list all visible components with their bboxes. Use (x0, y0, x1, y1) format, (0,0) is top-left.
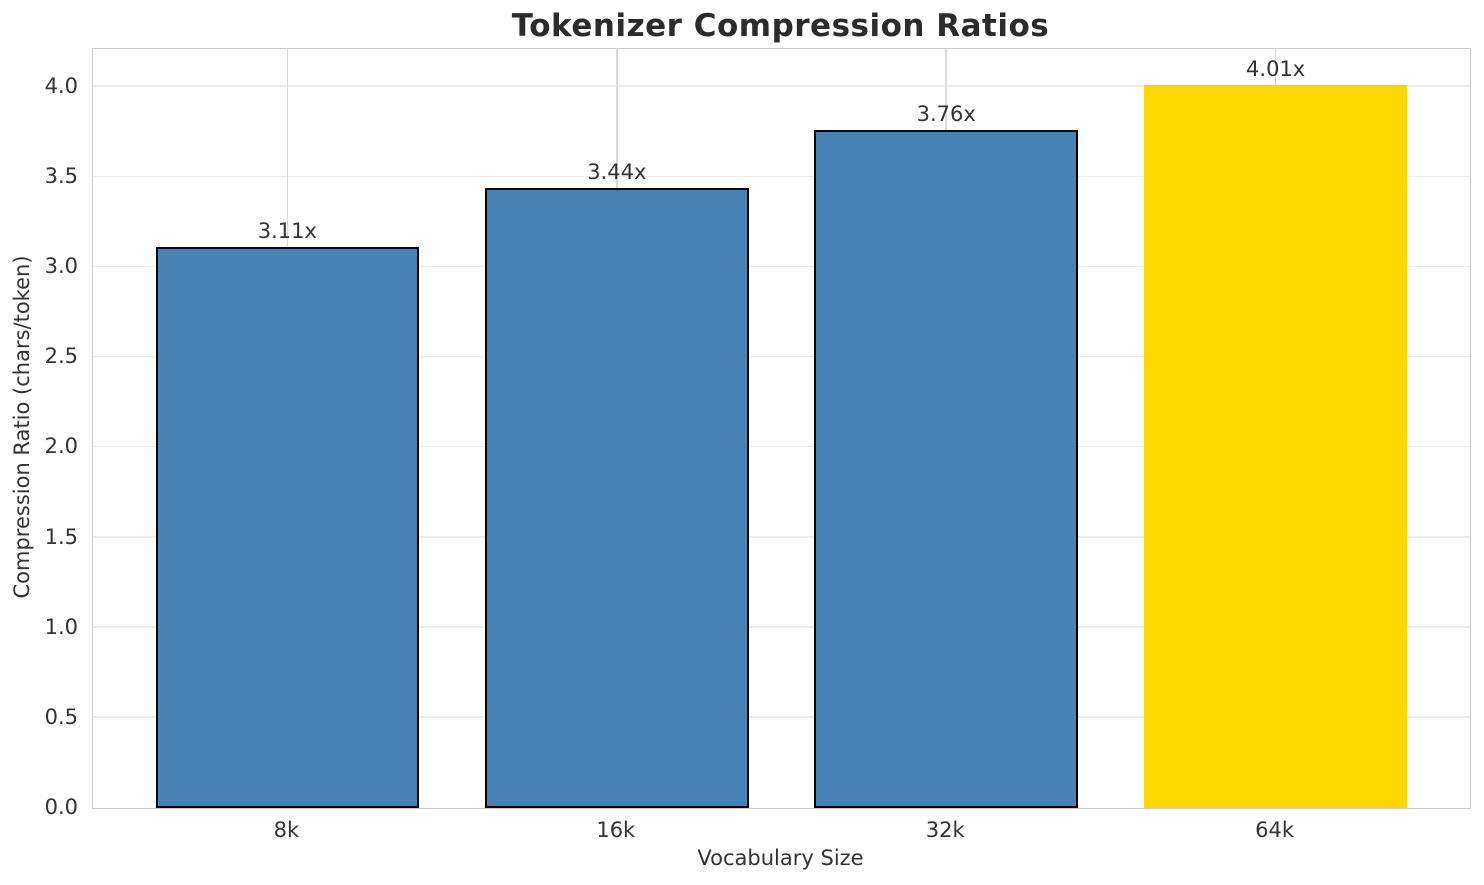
y-tick-label: 1.5 (44, 524, 78, 549)
y-tick-label: 0.0 (44, 795, 78, 819)
bar-value-label: 3.76x (916, 102, 976, 127)
bar-value-label: 3.11x (257, 219, 317, 244)
h-gridline (93, 175, 1470, 178)
x-tick-label-16k: 16k (596, 818, 636, 842)
h-gridline (93, 536, 1470, 538)
y-tick-label: 3.5 (44, 164, 78, 188)
bar-32k (814, 130, 1078, 808)
bar-64k (1143, 85, 1408, 808)
x-axis-label: Vocabulary Size (697, 846, 864, 870)
bar-value-label: 3.44x (587, 159, 647, 184)
h-gridline (93, 85, 1470, 87)
bar-8k (155, 247, 420, 808)
h-gridline (93, 445, 1470, 448)
y-axis-label: Compression Ratio (chars/token) (10, 255, 34, 599)
y-tick-label: 2.5 (44, 344, 78, 369)
y-tick-label: 4.0 (44, 73, 78, 98)
y-tick-label: 2.0 (44, 434, 78, 459)
x-tick-label-64k: 64k (1255, 818, 1295, 842)
y-tick-label: 3.0 (44, 254, 78, 279)
h-gridline (93, 716, 1470, 718)
h-gridline (93, 626, 1470, 628)
y-tick-label: 0.5 (44, 704, 78, 729)
bar-value-label: 4.01x (1246, 57, 1306, 82)
plot-area: 3.11x 3.44x 3.76x 4.01x (92, 48, 1471, 809)
h-gridline (93, 355, 1470, 358)
x-tick-label-8k: 8k (273, 818, 300, 842)
bar-16k (485, 187, 749, 808)
chart-title: Tokenizer Compression Ratios (511, 8, 1050, 44)
y-tick-label: 1.0 (44, 614, 78, 639)
h-gridline (93, 265, 1470, 268)
x-tick-label-32k: 32k (925, 818, 965, 842)
